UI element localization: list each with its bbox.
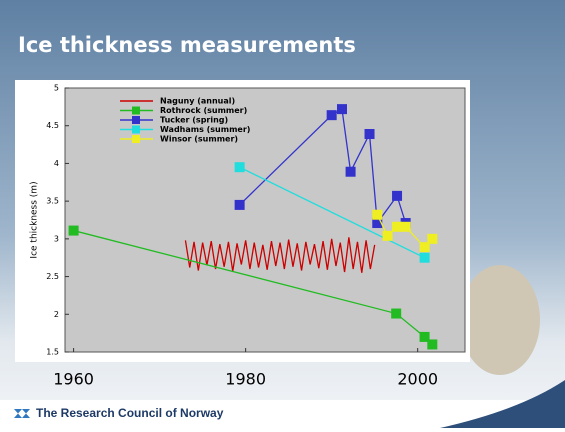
marker [401, 222, 411, 232]
marker [392, 191, 402, 201]
footer-text: The Research Council of Norway [36, 406, 224, 420]
y-tick-label: 1.5 [46, 348, 59, 357]
marker [69, 226, 79, 236]
marker [346, 167, 356, 177]
legend-marker [132, 107, 140, 115]
marker [427, 339, 437, 349]
legend-label: Naguny (annual) [160, 97, 235, 106]
legend-marker [132, 126, 140, 134]
legend-label: Rothrock (summer) [160, 106, 247, 115]
slide-title: Ice thickness measurements [18, 33, 356, 57]
bear-figure [460, 265, 540, 375]
marker [391, 309, 401, 319]
marker [392, 222, 402, 232]
legend-label: Tucker (spring) [160, 116, 228, 125]
marker [235, 162, 245, 172]
x-tick-label: 1980 [225, 370, 266, 389]
y-tick-label: 2 [54, 310, 59, 319]
legend-label: Winsor (summer) [160, 135, 238, 144]
y-tick-label: 2.5 [46, 272, 59, 281]
x-tick-label: 1960 [53, 370, 94, 389]
marker [337, 104, 347, 114]
slide: Ice thickness measurements Ice thickness… [0, 0, 565, 428]
marker [365, 129, 375, 139]
y-tick-label: 4.5 [46, 121, 59, 130]
marker [420, 253, 430, 263]
legend-label: Wadhams (summer) [160, 125, 250, 134]
marker [327, 110, 337, 120]
marker [235, 200, 245, 210]
legend-marker [132, 116, 140, 124]
marker [372, 210, 382, 220]
y-axis-label: Ice thickness (m) [30, 181, 40, 258]
y-tick-label: 4 [54, 159, 59, 168]
y-tick-label: 5 [54, 84, 59, 93]
marker [383, 231, 393, 241]
y-tick-label: 3 [54, 234, 59, 243]
legend-marker [132, 135, 140, 143]
x-tick-label: 2000 [397, 370, 438, 389]
marker [427, 234, 437, 244]
y-tick-label: 3.5 [46, 197, 59, 206]
